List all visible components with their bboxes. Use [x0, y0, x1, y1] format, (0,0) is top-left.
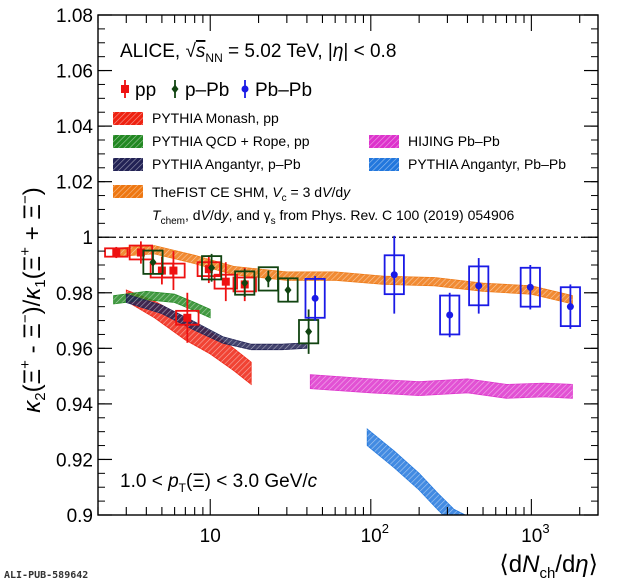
legend-label: PYTHIA Monash, pp — [152, 110, 279, 126]
legend-models: PYTHIA Monash, pp PYTHIA QCD + Rope, pp PY… — [113, 110, 566, 172]
svg-text:κ2(Ξ+ - Ξ−)/κ1(Ξ+ + Ξ−): κ2(Ξ+ - Ξ−)/κ1(Ξ+ + Ξ−) — [17, 187, 49, 413]
data-point — [284, 285, 292, 295]
y-tick-label: 0.9 — [67, 506, 93, 527]
legend-data: pp p–Pb Pb–Pb — [121, 80, 312, 101]
y-axis-label: κ2(Ξ+ - Ξ−)/κ1(Ξ+ + Ξ−) — [17, 187, 49, 413]
series-diamond — [142, 249, 320, 354]
data-point — [475, 282, 483, 290]
x-axis-label: ⟨dNch/dη⟩ — [499, 551, 598, 582]
series-circle — [304, 235, 581, 338]
sys-box — [277, 277, 299, 303]
data-point — [446, 311, 454, 319]
y-tick-label: 1.04 — [56, 117, 93, 138]
x-tick-label: 10 — [200, 526, 221, 547]
data-point — [149, 257, 157, 267]
data-point — [136, 248, 145, 257]
y-tick-label: 1.08 — [56, 6, 93, 27]
y-tick-label: 0.96 — [56, 339, 93, 360]
legend-marker — [171, 84, 179, 94]
data-point — [183, 313, 192, 322]
data-point — [169, 266, 178, 275]
data-point — [208, 263, 216, 273]
y-tick-label: 1.06 — [56, 62, 93, 83]
data-point — [390, 271, 398, 279]
legend-label-thefist: TheFIST CE SHM, Vc = 3 dV/dy — [152, 184, 351, 204]
data-point — [241, 278, 249, 288]
y-axis-ticks: 0.9 0.92 0.94 0.96 0.98 1 1.02 1.04 1.06 1.08 — [56, 6, 598, 527]
publication-id: ALI-PUB-589642 — [4, 570, 89, 581]
y-tick-label: 0.92 — [56, 450, 93, 471]
legend-note-thefist: Tchem, dV/dy, and γs from Phys. Rev. C 1… — [152, 207, 515, 227]
data-point — [311, 294, 319, 302]
legend-label: PYTHIA Angantyr, p–Pb — [152, 156, 301, 172]
x-tick-label: 102 — [361, 521, 389, 547]
data-point — [566, 303, 574, 311]
legend-label: PYTHIA Angantyr, Pb–Pb — [408, 156, 566, 172]
x-axis-ticks: 10 102 103 — [97, 15, 581, 547]
legend-label: HIJING Pb–Pb — [408, 133, 500, 149]
y-tick-label: 1.02 — [56, 173, 93, 194]
legend-label: PYTHIA QCD + Rope, pp — [152, 133, 310, 149]
x-tick-label: 103 — [521, 521, 549, 547]
chart-title: ALICE, √sNN = 5.02 TeV, |η| < 0.8 — [120, 41, 396, 65]
model-bands — [113, 245, 573, 515]
data-point — [204, 265, 213, 274]
y-tick-label: 0.94 — [56, 395, 93, 416]
sys-box — [142, 249, 164, 275]
legend-label: pp — [135, 80, 156, 101]
kinematics-annotation: 1.0 < pT(Ξ) < 3.0 GeV/c — [120, 471, 318, 495]
data-point — [305, 327, 313, 337]
data-point — [112, 248, 121, 257]
y-tick-label: 0.98 — [56, 284, 93, 305]
legend-label: Pb–Pb — [255, 80, 312, 101]
data-point — [526, 283, 534, 291]
legend-marker — [241, 85, 249, 93]
legend-label: p–Pb — [185, 80, 229, 101]
y-tick-label: 1 — [82, 228, 93, 249]
legend-marker — [121, 85, 129, 93]
data-point — [264, 274, 272, 284]
data-point — [221, 277, 230, 286]
